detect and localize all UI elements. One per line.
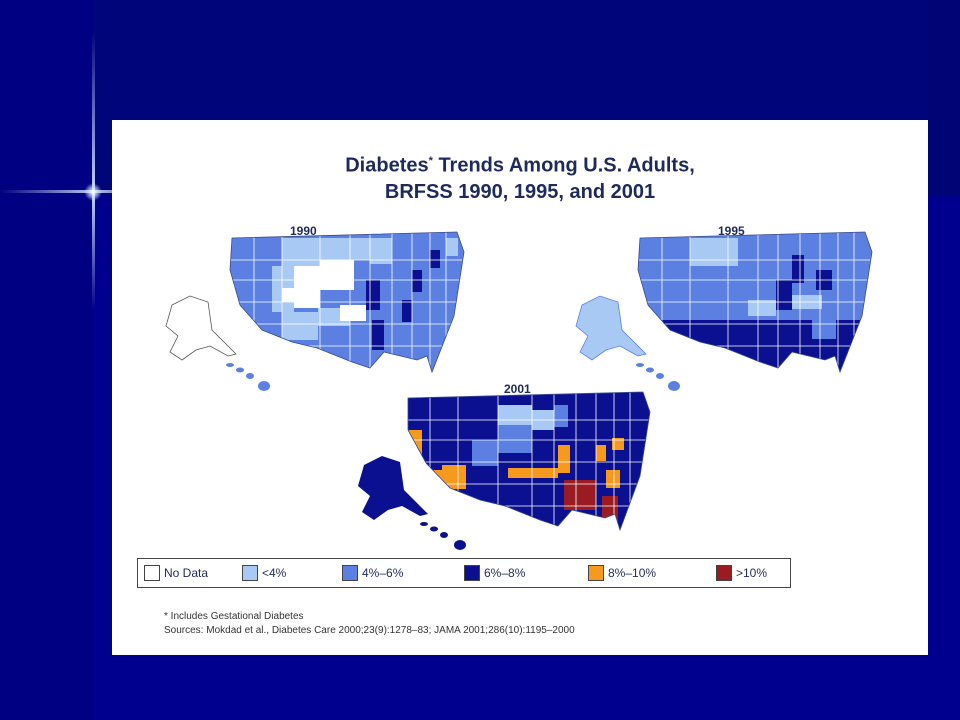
footnote-gestational: * Includes Gestational Diabetes bbox=[164, 611, 304, 622]
legend-swatch bbox=[716, 565, 732, 581]
legend-swatch bbox=[144, 565, 160, 581]
figure-title: Diabetes* Trends Among U.S. Adults, BRFS… bbox=[112, 148, 928, 205]
map-1995-state-lines bbox=[638, 232, 872, 372]
map-2001-alaska bbox=[358, 456, 428, 520]
map-1990-hawaii bbox=[226, 363, 270, 391]
sparkle-vertical-decoration bbox=[92, 30, 95, 310]
legend: No Data <4% 4%–6% 6%–8% 8%–10% >10% bbox=[137, 558, 791, 588]
legend-item-under-4: <4% bbox=[242, 564, 286, 582]
legend-swatch bbox=[342, 565, 358, 581]
map-1990 bbox=[230, 232, 464, 372]
footnote-sources: Sources: Mokdad et al., Diabetes Care 20… bbox=[164, 625, 575, 636]
background-band-top-right bbox=[928, 0, 960, 195]
map-1995 bbox=[638, 232, 872, 372]
legend-item-4-6: 4%–6% bbox=[342, 564, 403, 582]
map-1995-label: 1995 bbox=[718, 224, 745, 238]
title-asterisk: * bbox=[428, 155, 433, 167]
background-band-left bbox=[0, 0, 94, 720]
legend-item-8-10: 8%–10% bbox=[588, 564, 656, 582]
legend-label: 4%–6% bbox=[362, 566, 404, 580]
map-1990-label: 1990 bbox=[290, 224, 317, 238]
legend-label: >10% bbox=[736, 566, 768, 580]
legend-label: No Data bbox=[164, 566, 209, 580]
legend-label: 6%–8% bbox=[484, 566, 526, 580]
map-2001-hawaii bbox=[420, 522, 466, 550]
map-1995-alaska bbox=[575, 295, 647, 361]
title-line1-rest: Trends Among U.S. Adults, bbox=[432, 154, 695, 177]
footnote: * Includes Gestational Diabetes Sources:… bbox=[164, 610, 575, 638]
map-1995-hawaii bbox=[636, 363, 680, 391]
title-line1: Diabetes bbox=[345, 154, 429, 177]
sparkle-star-icon bbox=[84, 183, 102, 201]
legend-label: <4% bbox=[262, 566, 287, 580]
title-line2: BRFSS 1990, 1995, and 2001 bbox=[384, 180, 656, 203]
map-2001 bbox=[408, 392, 650, 530]
legend-swatch bbox=[588, 565, 604, 581]
map-1990-state-lines bbox=[230, 232, 464, 372]
map-1990-alaska bbox=[165, 295, 237, 361]
legend-item-over-10: >10% bbox=[716, 564, 767, 582]
map-2001-state-lines bbox=[408, 392, 650, 530]
legend-label: 8%–10% bbox=[608, 566, 657, 580]
figure-panel: Diabetes* Trends Among U.S. Adults, BRFS… bbox=[112, 120, 928, 655]
map-2001-label: 2001 bbox=[504, 382, 531, 396]
legend-item-no-data: No Data bbox=[144, 564, 208, 582]
legend-item-6-8: 6%–8% bbox=[464, 564, 525, 582]
us-maps-illustration bbox=[165, 231, 873, 550]
legend-swatch bbox=[464, 565, 480, 581]
legend-swatch bbox=[242, 565, 258, 581]
